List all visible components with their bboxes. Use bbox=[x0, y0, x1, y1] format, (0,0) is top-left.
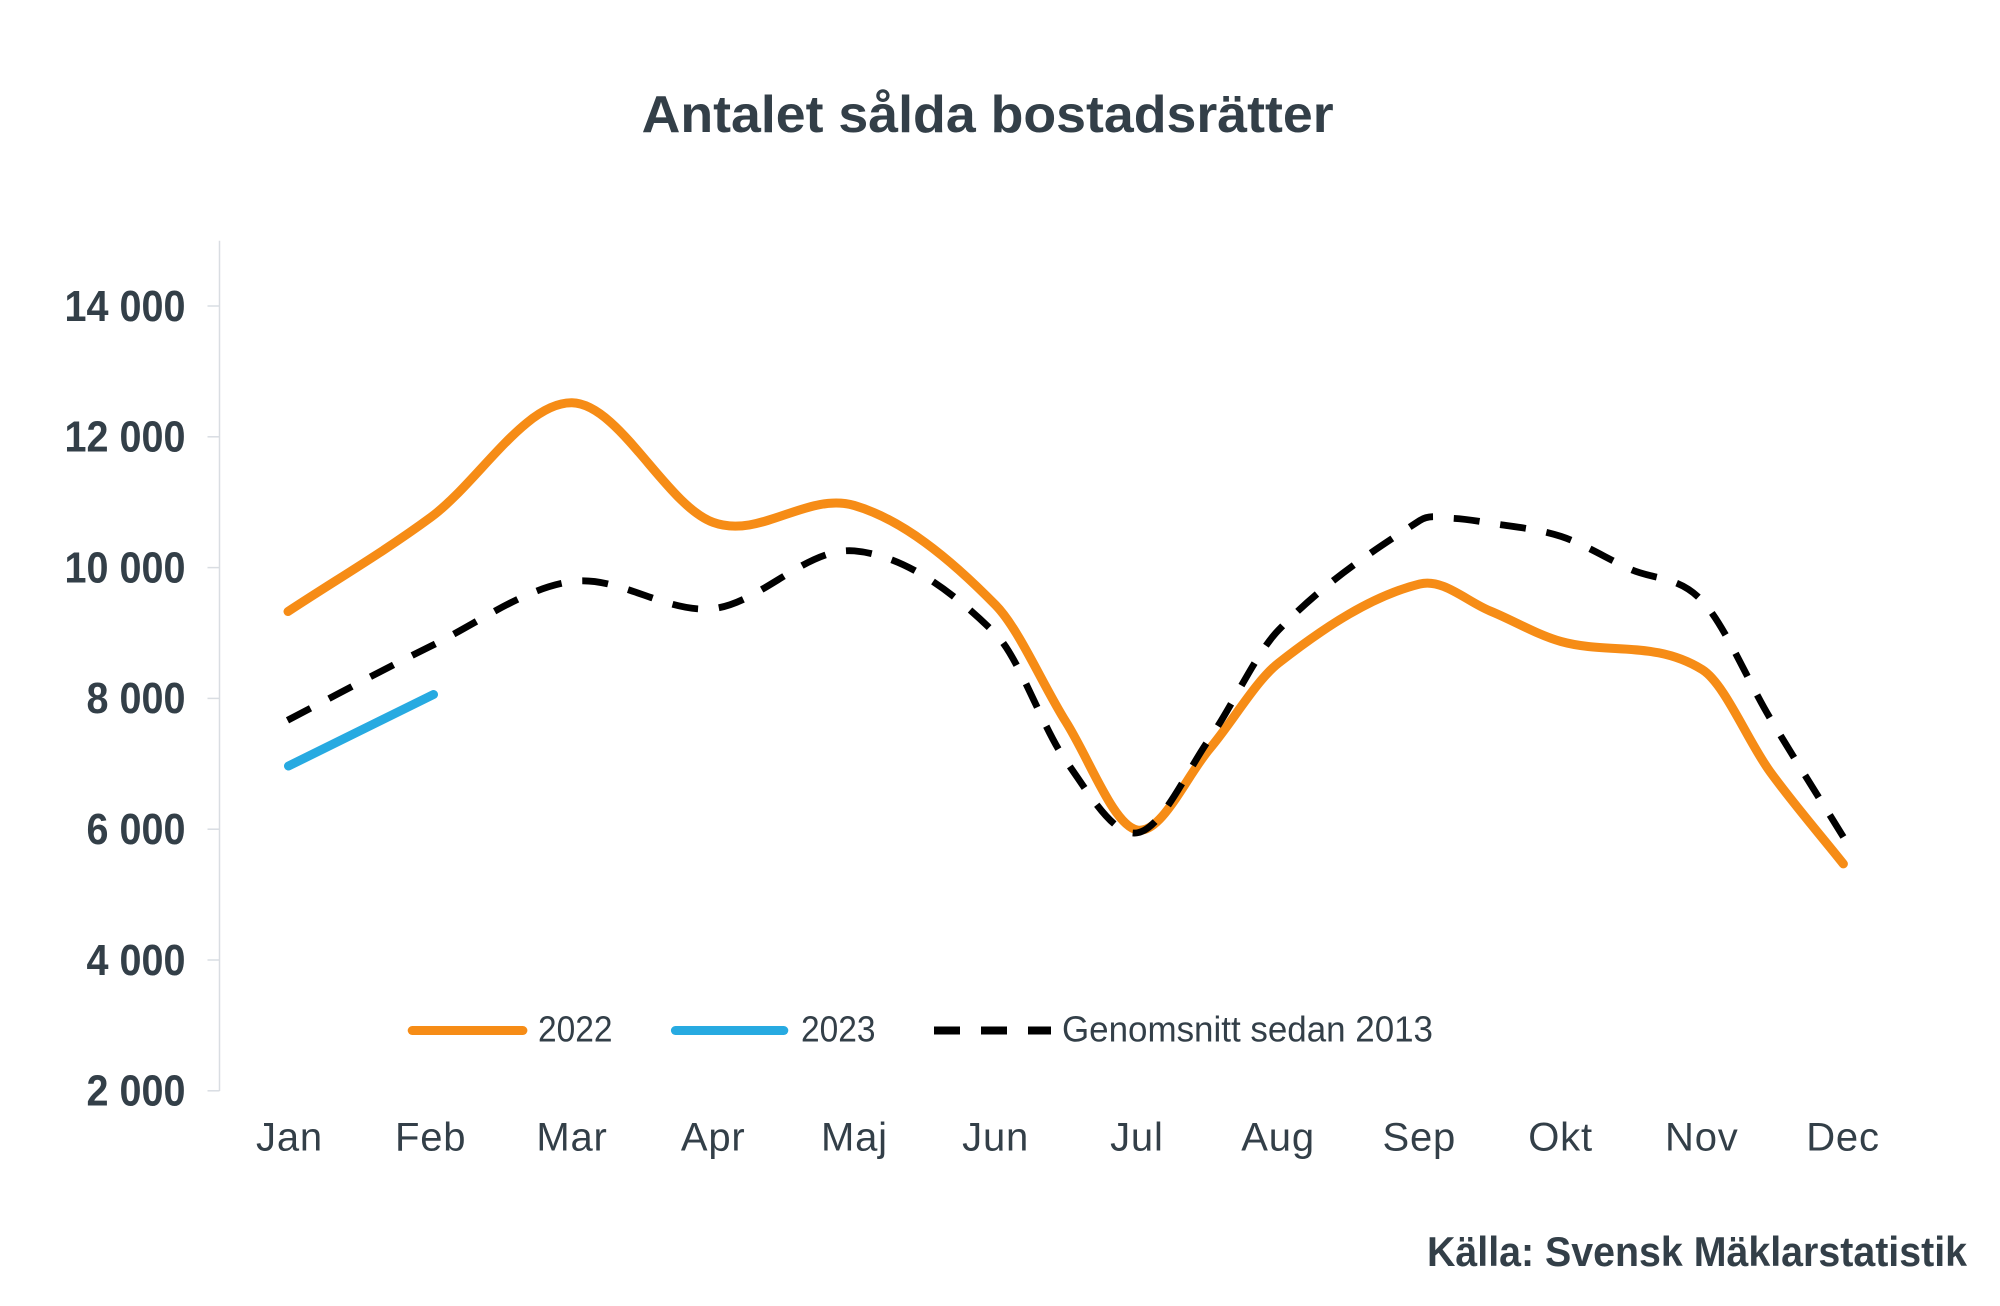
svg-text:Dec: Dec bbox=[1806, 1116, 1880, 1160]
svg-text:2022: 2022 bbox=[538, 1009, 613, 1050]
svg-text:Okt: Okt bbox=[1528, 1116, 1593, 1160]
svg-text:Aug: Aug bbox=[1241, 1116, 1315, 1160]
svg-text:Källa: Svensk Mäklarstatistik: Källa: Svensk Mäklarstatistik bbox=[1427, 1228, 1968, 1275]
svg-text:Mar: Mar bbox=[536, 1116, 607, 1160]
svg-text:Jan: Jan bbox=[256, 1116, 323, 1160]
svg-text:12 000: 12 000 bbox=[65, 413, 186, 462]
svg-text:Jun: Jun bbox=[962, 1116, 1029, 1160]
svg-text:Nov: Nov bbox=[1665, 1116, 1739, 1160]
svg-text:Sep: Sep bbox=[1383, 1116, 1457, 1160]
svg-text:2 000: 2 000 bbox=[87, 1067, 186, 1116]
svg-text:Apr: Apr bbox=[681, 1116, 746, 1160]
svg-text:14 000: 14 000 bbox=[65, 282, 186, 331]
svg-text:8 000: 8 000 bbox=[87, 674, 186, 723]
svg-text:6 000: 6 000 bbox=[87, 805, 186, 854]
svg-text:Antalet sålda bostadsrätter: Antalet sålda bostadsrätter bbox=[642, 86, 1334, 144]
svg-text:Feb: Feb bbox=[395, 1116, 466, 1160]
svg-text:Genomsnitt sedan 2013: Genomsnitt sedan 2013 bbox=[1062, 1009, 1433, 1050]
svg-text:2023: 2023 bbox=[801, 1009, 876, 1050]
svg-text:4 000: 4 000 bbox=[87, 936, 186, 985]
svg-text:Jul: Jul bbox=[1110, 1116, 1164, 1160]
svg-text:Maj: Maj bbox=[821, 1116, 888, 1160]
svg-text:10 000: 10 000 bbox=[65, 543, 186, 592]
